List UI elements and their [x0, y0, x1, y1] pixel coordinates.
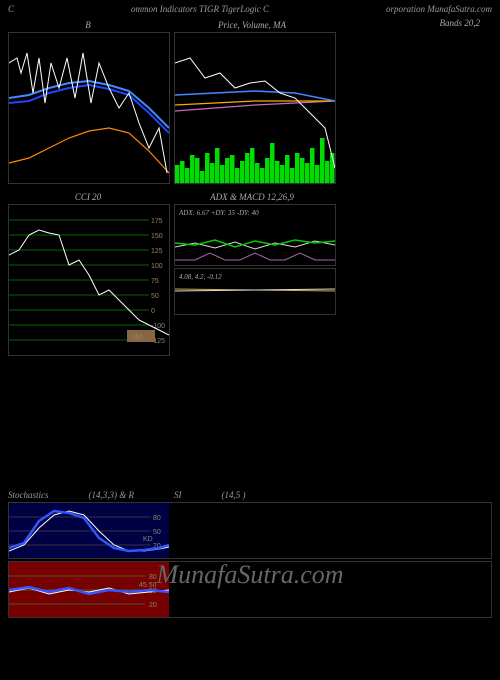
bands-title: Bands 20,2: [440, 18, 493, 32]
row3-header: Stochastics (14,3,3) & R SI (14,5 ): [0, 486, 500, 502]
spacer: [0, 356, 500, 486]
rsi-label: SI: [174, 490, 182, 500]
row2-titles: CCI 20 ADX & MACD 12,26,9: [0, 190, 500, 204]
header-right: orporation MunafaSutra.com: [386, 4, 492, 14]
stoch-label: Stochastics: [8, 490, 49, 500]
rsi-params: (14,5 ): [222, 490, 246, 500]
cci-title: CCI 20: [8, 190, 168, 204]
bollinger-panel: [8, 32, 170, 184]
row1-panels: [0, 32, 500, 184]
bb-title: B: [8, 18, 168, 32]
svg-text:ADX: 6.67 +DY: 35 -DY: 40: ADX: 6.67 +DY: 35 -DY: 40: [178, 209, 259, 217]
svg-text:20: 20: [149, 602, 157, 609]
cci-panel: 17515012510075500-100-125-166: [8, 204, 170, 356]
price-title: Price, Volume, MA: [172, 18, 332, 32]
stochastics-panel: 805020KD: [8, 502, 492, 559]
svg-text:175: 175: [151, 218, 163, 225]
header-left: C: [8, 4, 14, 14]
svg-text:4.08, 4.2, -0.12: 4.08, 4.2, -0.12: [179, 273, 222, 281]
svg-text:45.50: 45.50: [139, 582, 157, 589]
adx-panel: ADX: 6.67 +DY: 35 -DY: 40: [174, 204, 336, 266]
svg-text:80: 80: [153, 515, 161, 522]
watermark-text: MunafaSutra.com: [156, 560, 343, 590]
price-panel: [174, 32, 336, 184]
svg-text:-166: -166: [129, 334, 143, 341]
svg-text:KD: KD: [143, 536, 153, 543]
row1-titles: B Price, Volume, MA Bands 20,2: [0, 18, 500, 32]
svg-text:125: 125: [151, 248, 163, 255]
row2-panels: 17515012510075500-100-125-166 ADX: 6.67 …: [0, 204, 500, 356]
page-header: C ommon Indicators TIGR TigerLogic C orp…: [0, 0, 500, 18]
svg-text:75: 75: [151, 278, 159, 285]
header-center: ommon Indicators TIGR TigerLogic C: [131, 4, 269, 14]
adx-macd-title: ADX & MACD 12,26,9: [172, 190, 332, 204]
macd-panel: 4.08, 4.2, -0.12: [174, 268, 336, 315]
svg-text:150: 150: [151, 233, 163, 240]
svg-text:0: 0: [151, 308, 155, 315]
svg-text:100: 100: [151, 263, 163, 270]
svg-text:50: 50: [153, 529, 161, 536]
svg-text:50: 50: [151, 293, 159, 300]
stoch-params: (14,3,3) & R: [89, 490, 135, 500]
